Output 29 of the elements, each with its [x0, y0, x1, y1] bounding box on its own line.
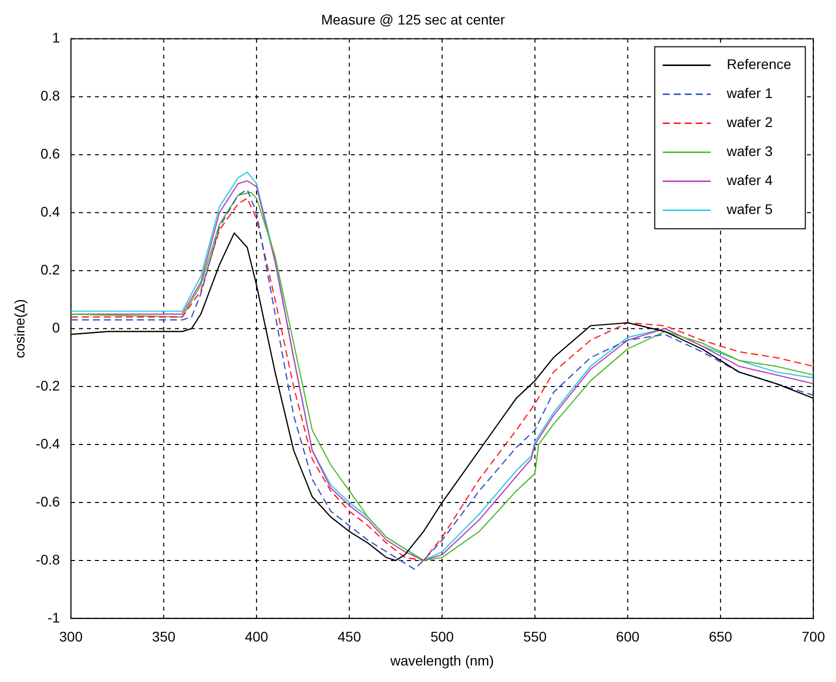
x-tick-label: 300: [59, 628, 83, 645]
x-tick-label: 500: [430, 628, 454, 645]
y-tick-label: 0: [52, 319, 60, 336]
y-tick-label: 0.8: [40, 88, 60, 104]
chart-title: Measure @ 125 sec at center: [321, 11, 506, 28]
x-tick-label: 350: [152, 628, 176, 645]
y-tick-label: -1: [47, 609, 60, 626]
legend-label: wafer 3: [726, 143, 773, 160]
y-axis-title: cosine(Δ): [11, 299, 28, 358]
y-tick-label: 0.6: [40, 146, 60, 162]
x-tick-label: 550: [523, 628, 547, 645]
legend-label: wafer 1: [726, 85, 773, 102]
legend-label: wafer 4: [726, 172, 773, 188]
y-tick-label: -0.8: [36, 551, 60, 568]
x-tick-label: 600: [616, 628, 640, 645]
legend-label: wafer 5: [726, 201, 773, 218]
x-tick-label: 400: [244, 628, 268, 645]
x-axis-title: wavelength (nm): [389, 652, 494, 668]
y-tick-label: 0.4: [40, 204, 60, 220]
x-tick-label: 700: [802, 628, 826, 645]
x-tick-label: 650: [708, 628, 732, 645]
y-tick-label: -0.4: [36, 435, 60, 452]
y-tick-label: -0.2: [36, 377, 60, 394]
legend-label: wafer 2: [726, 114, 773, 130]
y-tick-label: 1: [52, 30, 60, 46]
x-tick-label: 450: [338, 628, 362, 645]
y-tick-label: 0.2: [40, 262, 60, 278]
legend-label: Reference: [726, 56, 792, 72]
y-tick-label: -0.6: [36, 493, 60, 510]
